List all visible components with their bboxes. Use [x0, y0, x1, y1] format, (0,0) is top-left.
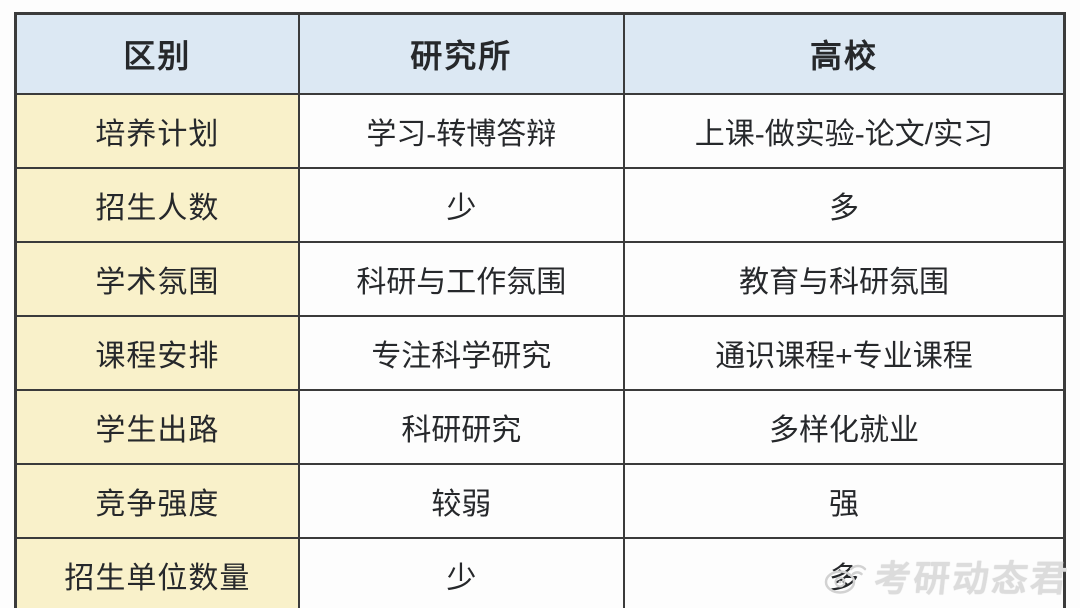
table-cell: 多样化就业 — [622, 389, 1066, 465]
row-label: 竞争强度 — [14, 463, 300, 539]
table-cell: 学习-转博答辩 — [297, 93, 625, 169]
row-label: 招生单位数量 — [14, 537, 300, 608]
row-label: 招生人数 — [14, 167, 300, 243]
table-cell: 强 — [622, 463, 1066, 539]
table-cell: 通识课程+专业课程 — [622, 315, 1066, 391]
row-label: 学术氛围 — [14, 241, 300, 317]
table-cell: 科研与工作氛围 — [297, 241, 625, 317]
table-row: 竞争强度 较弱 强 — [14, 463, 1066, 539]
table-cell: 专注科学研究 — [297, 315, 625, 391]
header-row: 区别 研究所 高校 — [14, 12, 1066, 95]
table-row: 招生人数 少 多 — [14, 167, 1066, 243]
table-cell: 科研研究 — [297, 389, 625, 465]
table-cell: 多 — [622, 537, 1066, 608]
header-cell-category: 区别 — [14, 12, 300, 95]
table-row: 课程安排 专注科学研究 通识课程+专业课程 — [14, 315, 1066, 391]
table-cell: 少 — [297, 167, 625, 243]
header-cell-university: 高校 — [622, 12, 1066, 95]
comparison-table: 区别 研究所 高校 培养计划 学习-转博答辩 上课-做实验-论文/实习 招生人数… — [14, 12, 1066, 608]
table-cell: 教育与科研氛围 — [622, 241, 1066, 317]
table-cell: 较弱 — [297, 463, 625, 539]
table-cell: 少 — [297, 537, 625, 608]
row-label: 课程安排 — [14, 315, 300, 391]
table-row: 学术氛围 科研与工作氛围 教育与科研氛围 — [14, 241, 1066, 317]
table-row: 培养计划 学习-转博答辩 上课-做实验-论文/实习 — [14, 93, 1066, 169]
row-label: 学生出路 — [14, 389, 300, 465]
row-label: 培养计划 — [14, 93, 300, 169]
header-cell-institute: 研究所 — [297, 12, 625, 95]
table-cell: 多 — [622, 167, 1066, 243]
table-cell: 上课-做实验-论文/实习 — [622, 93, 1066, 169]
table-row: 招生单位数量 少 多 — [14, 537, 1066, 608]
table-row: 学生出路 科研研究 多样化就业 — [14, 389, 1066, 465]
